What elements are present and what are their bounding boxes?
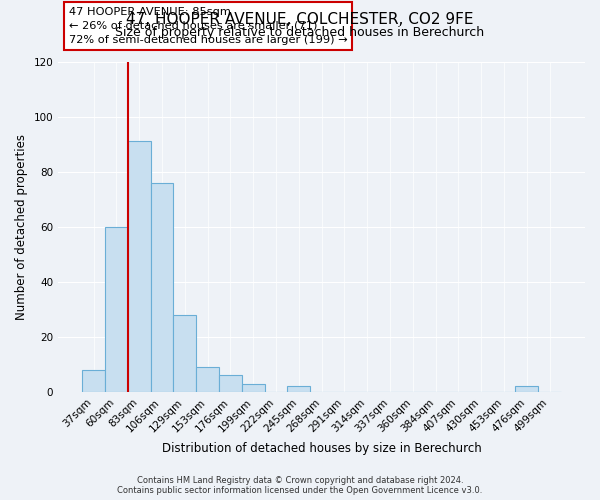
Text: Size of property relative to detached houses in Berechurch: Size of property relative to detached ho… xyxy=(115,26,485,39)
Bar xyxy=(128,142,151,392)
Bar xyxy=(219,376,242,392)
Bar xyxy=(105,226,128,392)
Bar xyxy=(151,182,173,392)
Bar xyxy=(173,315,196,392)
Bar xyxy=(287,386,310,392)
Text: Contains HM Land Registry data © Crown copyright and database right 2024.
Contai: Contains HM Land Registry data © Crown c… xyxy=(118,476,482,495)
Bar xyxy=(196,367,219,392)
X-axis label: Distribution of detached houses by size in Berechurch: Distribution of detached houses by size … xyxy=(162,442,481,455)
Y-axis label: Number of detached properties: Number of detached properties xyxy=(15,134,28,320)
Bar xyxy=(242,384,265,392)
Bar xyxy=(82,370,105,392)
Bar xyxy=(515,386,538,392)
Text: 47 HOOPER AVENUE: 85sqm
← 26% of detached houses are smaller (71)
72% of semi-de: 47 HOOPER AVENUE: 85sqm ← 26% of detache… xyxy=(69,7,347,45)
Text: 47, HOOPER AVENUE, COLCHESTER, CO2 9FE: 47, HOOPER AVENUE, COLCHESTER, CO2 9FE xyxy=(126,12,474,28)
